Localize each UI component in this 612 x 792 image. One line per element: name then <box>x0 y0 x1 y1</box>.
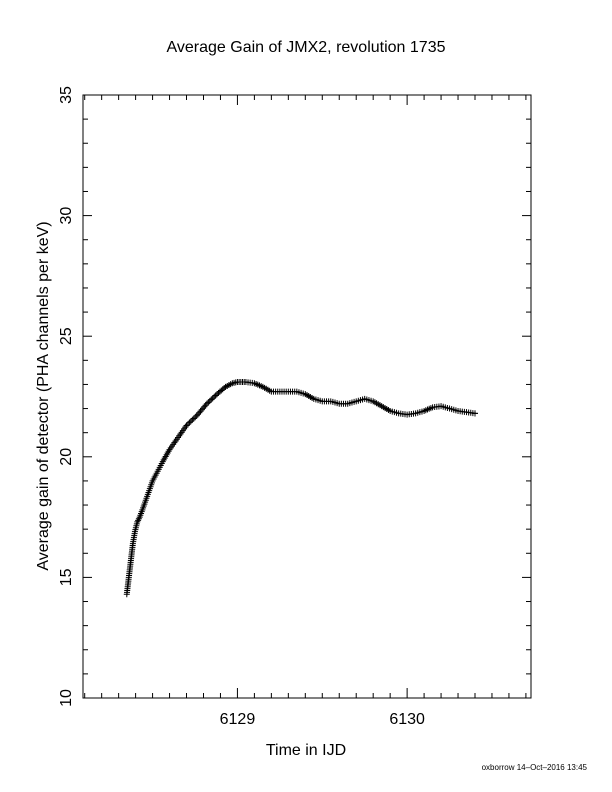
y-tick-labels: 10 15 20 25 30 35 <box>58 86 75 707</box>
y-axis-label: Average gain of detector (PHA channels p… <box>35 221 52 570</box>
x-axis-label: Time in IJD <box>266 742 346 759</box>
data-point <box>208 396 215 403</box>
x-tick-label: 6130 <box>389 711 425 728</box>
axis-ticks <box>83 94 531 699</box>
y-tick-label: 25 <box>58 327 75 345</box>
y-tick-label: 35 <box>58 86 75 104</box>
y-tick-label: 20 <box>58 448 75 466</box>
x-tick-labels: 6129 6130 <box>220 711 425 728</box>
data-point <box>221 385 228 392</box>
data-point <box>211 393 218 400</box>
data-point <box>186 419 193 426</box>
data-points <box>123 379 478 598</box>
data-point <box>212 392 219 399</box>
data-point <box>189 416 196 423</box>
y-tick-label: 15 <box>58 568 75 586</box>
data-point <box>183 422 190 429</box>
data-point <box>472 410 478 417</box>
data-point <box>203 400 210 407</box>
data-point <box>187 418 194 425</box>
footer-stamp: oxborrow 14–Oct–2016 13:45 <box>482 763 588 772</box>
y-tick-label: 10 <box>58 689 75 707</box>
x-tick-label: 6129 <box>220 711 256 728</box>
chart-title: Average Gain of JMX2, revolution 1735 <box>167 39 446 56</box>
data-point <box>190 415 197 422</box>
data-point <box>209 395 216 402</box>
data-point <box>206 397 213 404</box>
data-point <box>205 399 212 406</box>
data-point <box>192 414 199 421</box>
data-point <box>184 421 191 428</box>
y-tick-label: 30 <box>58 207 75 225</box>
plot-frame <box>82 94 532 699</box>
